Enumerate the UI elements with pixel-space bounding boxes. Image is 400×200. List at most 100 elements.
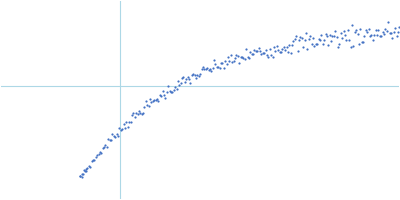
Point <box>393 34 400 38</box>
Point <box>200 66 206 69</box>
Point <box>258 52 265 56</box>
Point <box>190 72 196 76</box>
Point <box>335 45 341 48</box>
Point <box>286 43 292 47</box>
Point <box>126 121 132 124</box>
Point <box>218 62 224 65</box>
Point <box>116 127 123 130</box>
Point <box>92 156 99 159</box>
Point <box>187 82 194 85</box>
Point <box>289 44 295 47</box>
Point <box>334 35 340 38</box>
Point <box>210 66 216 70</box>
Point <box>94 153 100 156</box>
Point <box>109 132 116 135</box>
Point <box>382 27 388 31</box>
Point <box>240 57 246 60</box>
Point <box>165 85 171 88</box>
Point <box>184 76 191 79</box>
Point <box>271 45 277 48</box>
Point <box>159 90 166 93</box>
Point <box>274 44 280 47</box>
Point <box>86 165 92 168</box>
Point <box>150 100 156 103</box>
Point <box>222 60 228 63</box>
Point <box>324 34 330 38</box>
Point <box>244 55 251 59</box>
Point <box>136 109 142 113</box>
Point <box>276 50 283 54</box>
Point <box>79 173 86 176</box>
Point <box>268 53 274 56</box>
Point <box>384 30 390 33</box>
Point <box>377 35 383 38</box>
Point <box>283 45 290 49</box>
Point <box>130 112 136 115</box>
Point <box>302 39 308 42</box>
Point <box>331 35 337 38</box>
Point <box>192 73 198 76</box>
Point <box>307 34 313 38</box>
Point <box>172 86 178 89</box>
Point <box>269 55 276 58</box>
Point <box>98 151 104 154</box>
Point <box>91 158 98 162</box>
Point <box>354 33 361 36</box>
Point <box>104 145 110 148</box>
Point <box>147 97 153 100</box>
Point <box>197 73 203 76</box>
Point <box>119 127 125 131</box>
Point <box>326 33 333 37</box>
Point <box>296 38 302 41</box>
Point <box>242 57 248 60</box>
Point <box>182 80 188 83</box>
Point <box>77 174 84 178</box>
Point <box>179 77 185 80</box>
Point <box>112 136 118 139</box>
Point <box>108 138 114 141</box>
Point <box>265 56 272 59</box>
Point <box>143 100 149 103</box>
Point <box>87 166 93 169</box>
Point <box>256 47 262 50</box>
Point <box>219 61 226 64</box>
Point <box>285 51 291 54</box>
Point <box>212 62 219 65</box>
Point <box>204 66 210 70</box>
Point <box>282 48 288 51</box>
Point <box>352 30 358 34</box>
Point <box>332 30 338 33</box>
Point <box>221 67 227 70</box>
Point <box>248 52 255 55</box>
Point <box>138 112 145 116</box>
Point <box>288 51 294 54</box>
Point <box>297 36 304 39</box>
Point <box>214 66 220 69</box>
Point <box>366 28 372 31</box>
Point <box>236 61 242 64</box>
Point <box>226 59 233 62</box>
Point <box>370 38 376 41</box>
Point <box>272 49 278 53</box>
Point <box>124 125 131 128</box>
Point <box>215 66 222 69</box>
Point <box>156 94 163 97</box>
Point <box>308 43 315 46</box>
Point <box>303 32 309 35</box>
Point <box>175 79 181 82</box>
Point <box>306 38 312 41</box>
Point <box>234 55 241 58</box>
Point <box>251 49 258 52</box>
Point <box>340 29 347 32</box>
Point <box>144 103 150 107</box>
Point <box>299 37 305 40</box>
Point <box>329 34 336 38</box>
Point <box>230 59 237 63</box>
Point <box>106 139 113 142</box>
Point <box>84 167 90 170</box>
Point <box>134 112 141 116</box>
Point <box>79 175 85 178</box>
Point <box>111 135 117 138</box>
Point <box>338 32 344 35</box>
Point <box>180 76 187 79</box>
